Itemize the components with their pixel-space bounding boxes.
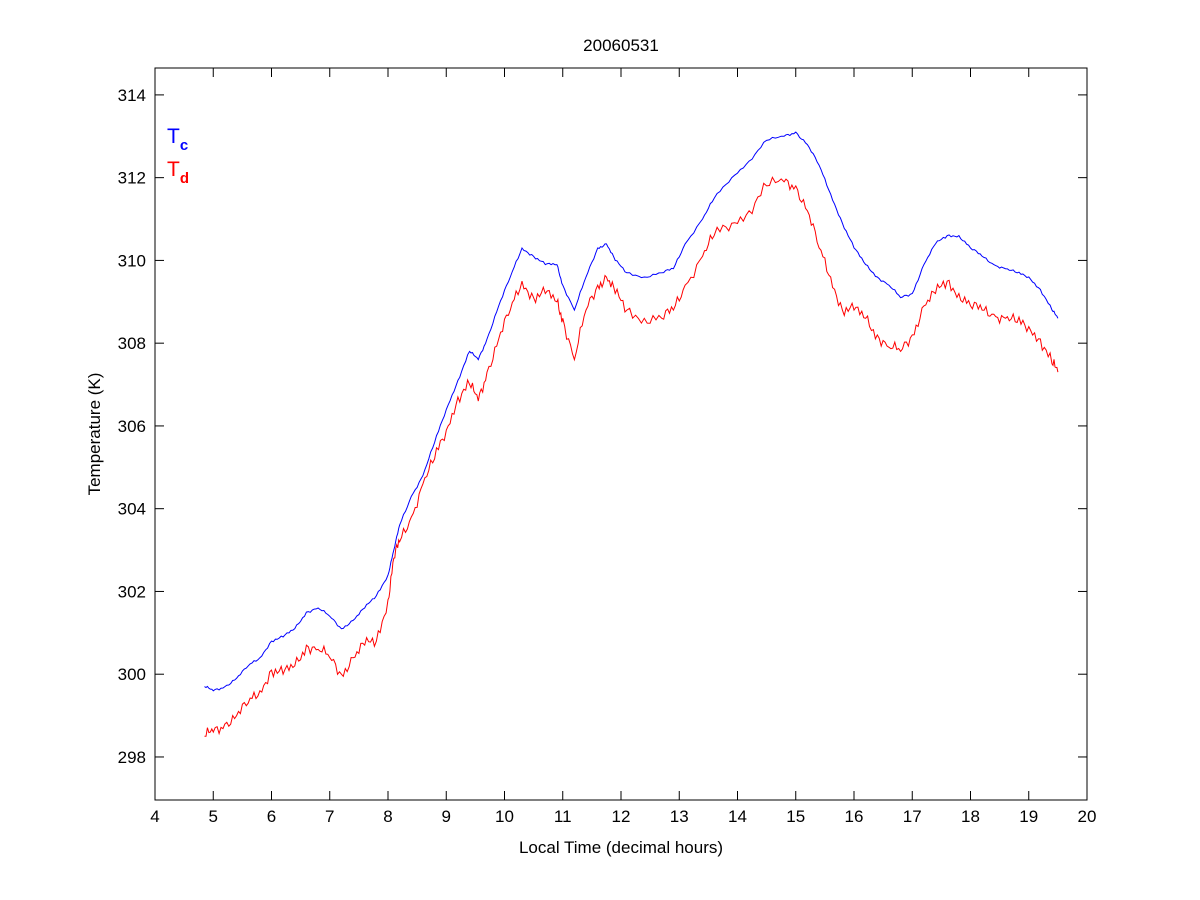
y-tick-label: 314 bbox=[118, 86, 146, 105]
y-tick-label: 306 bbox=[118, 417, 146, 436]
x-tick-label: 20 bbox=[1078, 807, 1097, 826]
x-tick-label: 5 bbox=[209, 807, 218, 826]
x-tick-label: 16 bbox=[845, 807, 864, 826]
x-tick-label: 17 bbox=[903, 807, 922, 826]
x-tick-label: 14 bbox=[728, 807, 747, 826]
x-tick-label: 13 bbox=[670, 807, 689, 826]
chart-title: 20060531 bbox=[583, 36, 659, 55]
x-tick-label: 9 bbox=[442, 807, 451, 826]
y-tick-label: 308 bbox=[118, 334, 146, 353]
legend-main: T bbox=[167, 158, 180, 181]
y-tick-label: 302 bbox=[118, 582, 146, 601]
x-tick-label: 8 bbox=[383, 807, 392, 826]
x-tick-label: 18 bbox=[961, 807, 980, 826]
legend-main: T bbox=[167, 125, 180, 148]
series-layer bbox=[204, 131, 1059, 737]
series-line-td bbox=[204, 176, 1059, 737]
y-axis: 298 300 302 304 306 308 310 312 314 bbox=[118, 86, 1087, 767]
legend-sub: d bbox=[180, 170, 189, 187]
y-tick-label: 300 bbox=[118, 665, 146, 684]
y-tick-label: 298 bbox=[118, 748, 146, 767]
x-tick-label: 15 bbox=[786, 807, 805, 826]
series-line-tc bbox=[204, 131, 1059, 692]
x-tick-label: 12 bbox=[612, 807, 631, 826]
y-tick-label: 310 bbox=[118, 251, 146, 270]
x-axis-label: Local Time (decimal hours) bbox=[519, 838, 723, 857]
x-tick-label: 7 bbox=[325, 807, 334, 826]
y-tick-label: 304 bbox=[118, 500, 146, 519]
legend-sub: c bbox=[180, 137, 188, 154]
x-tick-label: 10 bbox=[495, 807, 514, 826]
x-axis: 4 5 6 7 8 9 10 11 12 13 14 15 16 17 18 19 20 bbox=[150, 68, 1096, 826]
y-tick-label: 312 bbox=[118, 169, 146, 188]
legend-entry-td: Td bbox=[167, 158, 189, 187]
legend-entry-tc: Tc bbox=[167, 125, 188, 154]
x-tick-label: 4 bbox=[150, 807, 159, 826]
x-tick-label: 19 bbox=[1019, 807, 1038, 826]
y-axis-label: Temperature (K) bbox=[85, 373, 104, 496]
x-tick-label: 6 bbox=[267, 807, 276, 826]
x-tick-label: 11 bbox=[554, 807, 572, 826]
